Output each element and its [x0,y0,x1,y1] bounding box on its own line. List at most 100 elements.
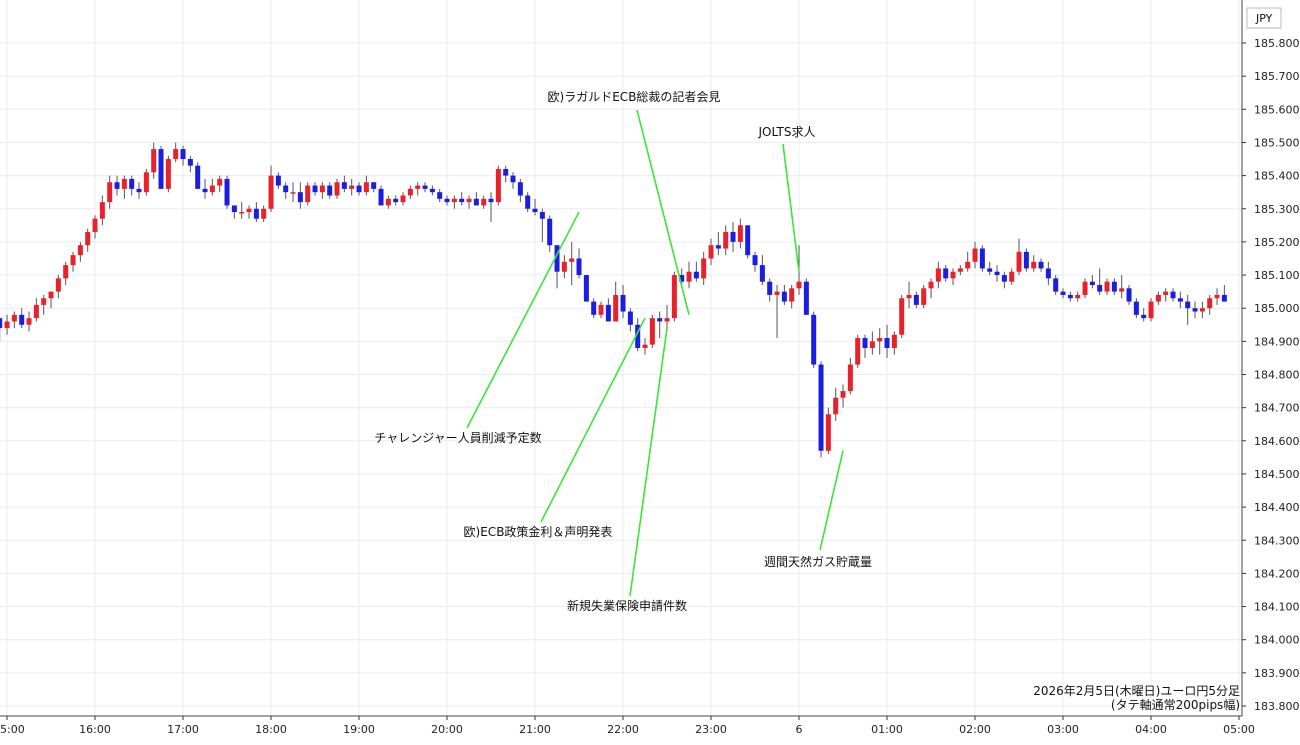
candle-body [114,182,120,189]
y-tick-label: 185.300 [1254,203,1300,216]
candle-body [253,208,259,219]
candle-body [99,202,105,219]
x-tick-label: 18:00 [255,723,287,736]
candle-body [664,318,670,322]
y-tick-label: 184.600 [1254,435,1300,448]
candle-body [33,304,39,319]
y-tick-label: 184.100 [1254,601,1300,614]
y-tick-label: 185.600 [1254,103,1300,116]
candle-body [1126,288,1132,302]
x-tick-label: 01:00 [871,723,903,736]
candle-body [11,314,17,322]
candle-body [1045,268,1051,279]
candle-body [246,208,252,213]
annotation-leader-line [540,317,646,523]
chart-caption-line2: (タテ軸通常200pips幅) [1111,697,1240,712]
candle-body [818,364,824,451]
candle-body [1192,308,1198,312]
candle-body [349,185,355,189]
x-tick-label: 20:00 [431,723,463,736]
candle-body [268,175,274,209]
annotation-label: 欧)ECB政策金利＆声明発表 [464,524,613,539]
candle-body [554,245,560,272]
candle-body [847,364,853,392]
candle-body [1104,281,1110,292]
annotation-label: チャレンジャー人員削減予定数 [374,430,541,445]
candle-body [913,294,919,305]
candle-body [862,338,868,348]
candle-body [591,301,597,315]
candle-body [869,341,875,348]
candle-body [1089,281,1095,285]
y-tick-label: 184.700 [1254,402,1300,415]
candle-body [796,281,802,289]
y-tick-label: 184.000 [1254,634,1300,647]
candle-body [781,291,787,302]
candle-body [1001,275,1007,282]
candle-body [1221,294,1227,302]
candle-body [811,314,817,365]
candle-body [385,198,391,206]
candle-body [1023,251,1029,269]
candle-body [4,321,10,329]
candle-body [151,149,157,173]
candle-body [855,338,861,365]
candle-body [143,172,149,193]
candle-body [539,212,545,219]
candle-body [1119,288,1125,292]
y-tick-label: 183.900 [1254,667,1300,680]
candle-body [921,288,927,305]
candle-body [473,198,479,206]
y-tick-label: 184.200 [1254,567,1300,580]
candle-body [928,281,934,289]
candle-body [657,318,663,322]
candle-body [583,275,589,302]
candle-body [158,149,164,189]
candle-body [627,311,633,325]
candle-body [363,182,369,193]
candle-body [745,225,751,256]
candle-body [1009,271,1015,282]
x-tick-label: 19:00 [343,723,375,736]
annotation-label: 週間天然ガス貯蔵量 [764,554,872,569]
y-tick-label: 184.500 [1254,468,1300,481]
y-tick-label: 185.700 [1254,70,1300,83]
candle-body [48,291,54,299]
candle-body [261,208,267,219]
candle-body [481,198,487,206]
candle-body [70,255,76,266]
candle-body [136,188,142,193]
currency-label: JPY [1255,12,1273,25]
candle-body [378,188,384,206]
candle-body [774,291,780,295]
candle-body [965,261,971,269]
candle-body [789,288,795,302]
candle-body [451,198,457,203]
y-tick-label: 185.400 [1254,170,1300,183]
candles [0,142,1227,458]
candle-body [547,218,553,246]
candle-body [525,195,531,209]
candle-body [422,185,428,189]
candle-body [488,198,494,203]
candle-body [1060,291,1066,295]
candle-body [1155,294,1161,302]
candle-body [26,318,32,325]
x-tick-label: 6 [796,723,803,736]
annotation-leader-line [636,109,690,316]
x-tick-label: 02:00 [959,723,991,736]
candle-body [899,298,905,335]
candle-body [92,218,98,232]
candle-body [1082,281,1088,295]
candle-body [598,304,604,315]
candle-body [906,294,912,299]
candle-body [950,271,956,279]
candle-body [466,198,472,203]
candle-body [972,248,978,262]
candle-body [979,248,985,269]
candle-body [334,182,340,196]
candle-body [613,294,619,322]
candle-body [55,278,61,292]
y-tick-label: 184.900 [1254,335,1300,348]
candle-body [305,185,311,203]
